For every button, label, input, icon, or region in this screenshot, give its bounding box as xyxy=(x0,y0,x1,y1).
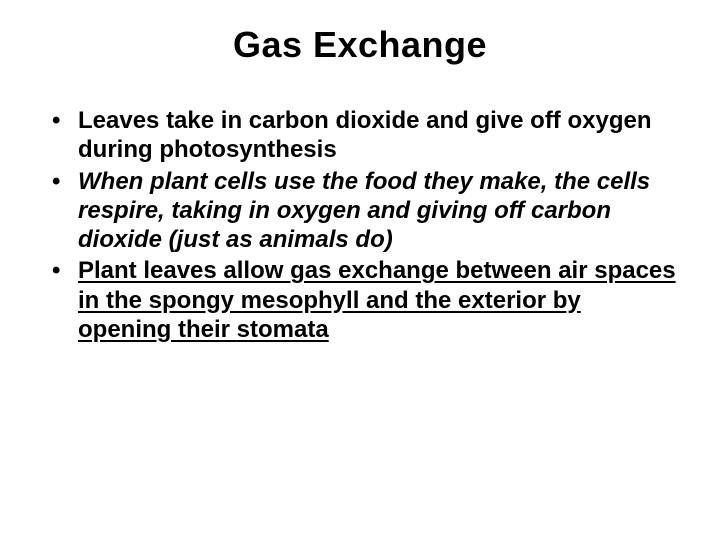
bullet-text: Leaves take in carbon dioxide and give o… xyxy=(78,107,652,163)
slide: Gas Exchange Leaves take in carbon dioxi… xyxy=(0,0,720,540)
bullet-item-2: When plant cells use the food they make,… xyxy=(78,167,690,255)
bullet-item-3: Plant leaves allow gas exchange between … xyxy=(78,256,690,344)
bullet-list: Leaves take in carbon dioxide and give o… xyxy=(30,106,690,344)
bullet-text: When plant cells use the food they make,… xyxy=(78,168,650,254)
bullet-item-1: Leaves take in carbon dioxide and give o… xyxy=(78,106,690,165)
bullet-text-underlined: Plant leaves allow gas exchange between … xyxy=(78,257,676,343)
key-term-stomata: stomata xyxy=(237,316,329,343)
slide-title: Gas Exchange xyxy=(30,24,690,66)
